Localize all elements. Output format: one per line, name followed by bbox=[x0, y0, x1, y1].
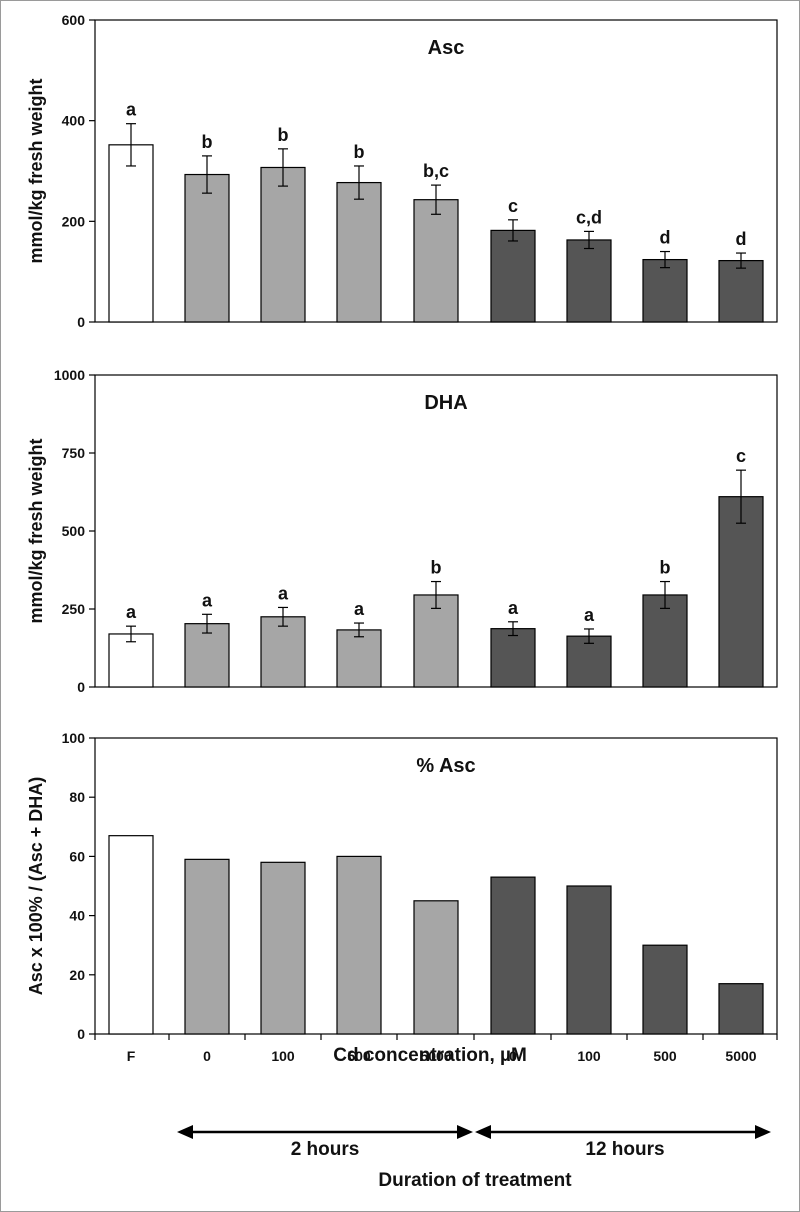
x-axis-label: Cd concentration, µM bbox=[333, 1045, 527, 1066]
panel3-ytick-label: 40 bbox=[69, 908, 85, 924]
panel2-significance-letter: b bbox=[431, 558, 442, 578]
panel3-xtick-label: F bbox=[127, 1048, 136, 1064]
panel2-bar bbox=[336, 629, 382, 688]
panel1-title: Asc bbox=[428, 37, 465, 59]
panel1-ytick-label: 400 bbox=[62, 113, 86, 129]
panel1-significance-letter: d bbox=[736, 229, 747, 249]
panel1-significance-letter: b bbox=[278, 125, 289, 145]
panel3-xtick-label: 100 bbox=[577, 1048, 601, 1064]
panel2-bar bbox=[260, 616, 306, 688]
panel3-ytick-label: 0 bbox=[77, 1026, 85, 1042]
panel2-bar bbox=[490, 628, 536, 688]
panel3-bar bbox=[260, 861, 306, 1035]
panel1-bar bbox=[108, 144, 154, 323]
panel1-bar bbox=[718, 259, 764, 323]
panel3-bar bbox=[184, 858, 230, 1035]
panel2-significance-letter: b bbox=[660, 558, 671, 578]
panel3-xtick-label: 500 bbox=[653, 1048, 677, 1064]
panel2-significance-letter: a bbox=[202, 590, 213, 610]
panel1-ytick-label: 600 bbox=[62, 12, 86, 28]
panel3-bar bbox=[490, 876, 536, 1035]
panel2-ytick-label: 1000 bbox=[54, 367, 85, 383]
panel2-significance-letter: c bbox=[736, 446, 746, 466]
panel2-ytick-label: 750 bbox=[62, 445, 86, 461]
panel1-bar bbox=[413, 199, 459, 323]
panel2-bar bbox=[184, 623, 230, 688]
panel3-bar bbox=[336, 855, 382, 1035]
panel1-bar bbox=[260, 166, 306, 323]
panel3-xtick-label: 0 bbox=[203, 1048, 211, 1064]
panel2-bar bbox=[413, 594, 459, 688]
panel2-bar bbox=[108, 633, 154, 688]
panel1-y-axis-label: mmol/kg fresh weight bbox=[26, 78, 46, 263]
panel2-bar bbox=[718, 496, 764, 688]
panel3-xtick-label: 0 bbox=[509, 1048, 517, 1064]
panel1-bar bbox=[184, 173, 230, 323]
panel3-xtick-label: 500 bbox=[347, 1048, 371, 1064]
panel3-bar bbox=[566, 885, 612, 1035]
panel3-title: % Asc bbox=[416, 755, 475, 777]
panel2-significance-letter: a bbox=[354, 599, 365, 619]
panel2-ytick-label: 500 bbox=[62, 523, 86, 539]
panel1-significance-letter: b bbox=[202, 132, 213, 152]
panel2-significance-letter: a bbox=[126, 602, 137, 622]
panel3-bar bbox=[413, 900, 459, 1035]
duration-12h-label: 12 hours bbox=[585, 1139, 665, 1160]
panel1-bar bbox=[490, 229, 536, 323]
panel1-bar bbox=[566, 239, 612, 323]
panel3-ytick-label: 100 bbox=[62, 730, 86, 746]
duration-2h-label: 2 hours bbox=[290, 1139, 360, 1160]
panel3-ytick-label: 80 bbox=[69, 789, 85, 805]
panel2-bar bbox=[642, 594, 688, 688]
panel2-y-axis-label: mmol/kg fresh weight bbox=[26, 438, 46, 623]
panel3-ytick-label: 60 bbox=[69, 848, 85, 864]
panel2-significance-letter: a bbox=[508, 598, 519, 618]
panel2-significance-letter: a bbox=[278, 583, 289, 603]
panel3-y-axis-label: Asc x 100% / (Asc + DHA) bbox=[26, 777, 46, 996]
panel1-significance-letter: d bbox=[660, 228, 671, 248]
panel3-xtick-label: 5000 bbox=[420, 1048, 451, 1064]
panel1-ytick-label: 0 bbox=[77, 314, 85, 330]
panel2-bar bbox=[566, 635, 612, 688]
panel1-significance-letter: c bbox=[508, 196, 518, 216]
panel2-ytick-label: 250 bbox=[62, 601, 86, 617]
panel1-ytick-label: 200 bbox=[62, 213, 86, 229]
panel3-bar bbox=[108, 835, 154, 1035]
panel3-xtick-label: 100 bbox=[271, 1048, 295, 1064]
panel3-ytick-label: 20 bbox=[69, 967, 85, 983]
panel2-title: DHA bbox=[424, 392, 467, 414]
panel2-significance-letter: a bbox=[584, 605, 595, 625]
panel3-bar bbox=[718, 983, 764, 1035]
panel1-significance-letter: c,d bbox=[576, 207, 602, 227]
panel1-significance-letter: a bbox=[126, 100, 137, 120]
panel3-xtick-label: 5000 bbox=[725, 1048, 756, 1064]
panel1-significance-letter: b,c bbox=[423, 161, 449, 181]
duration-title: Duration of treatment bbox=[378, 1170, 572, 1191]
panel2-ytick-label: 0 bbox=[77, 679, 85, 695]
panel1-bar bbox=[642, 258, 688, 323]
panel1-significance-letter: b bbox=[354, 142, 365, 162]
panel3-bar bbox=[642, 944, 688, 1035]
panel1-bar bbox=[336, 181, 382, 323]
